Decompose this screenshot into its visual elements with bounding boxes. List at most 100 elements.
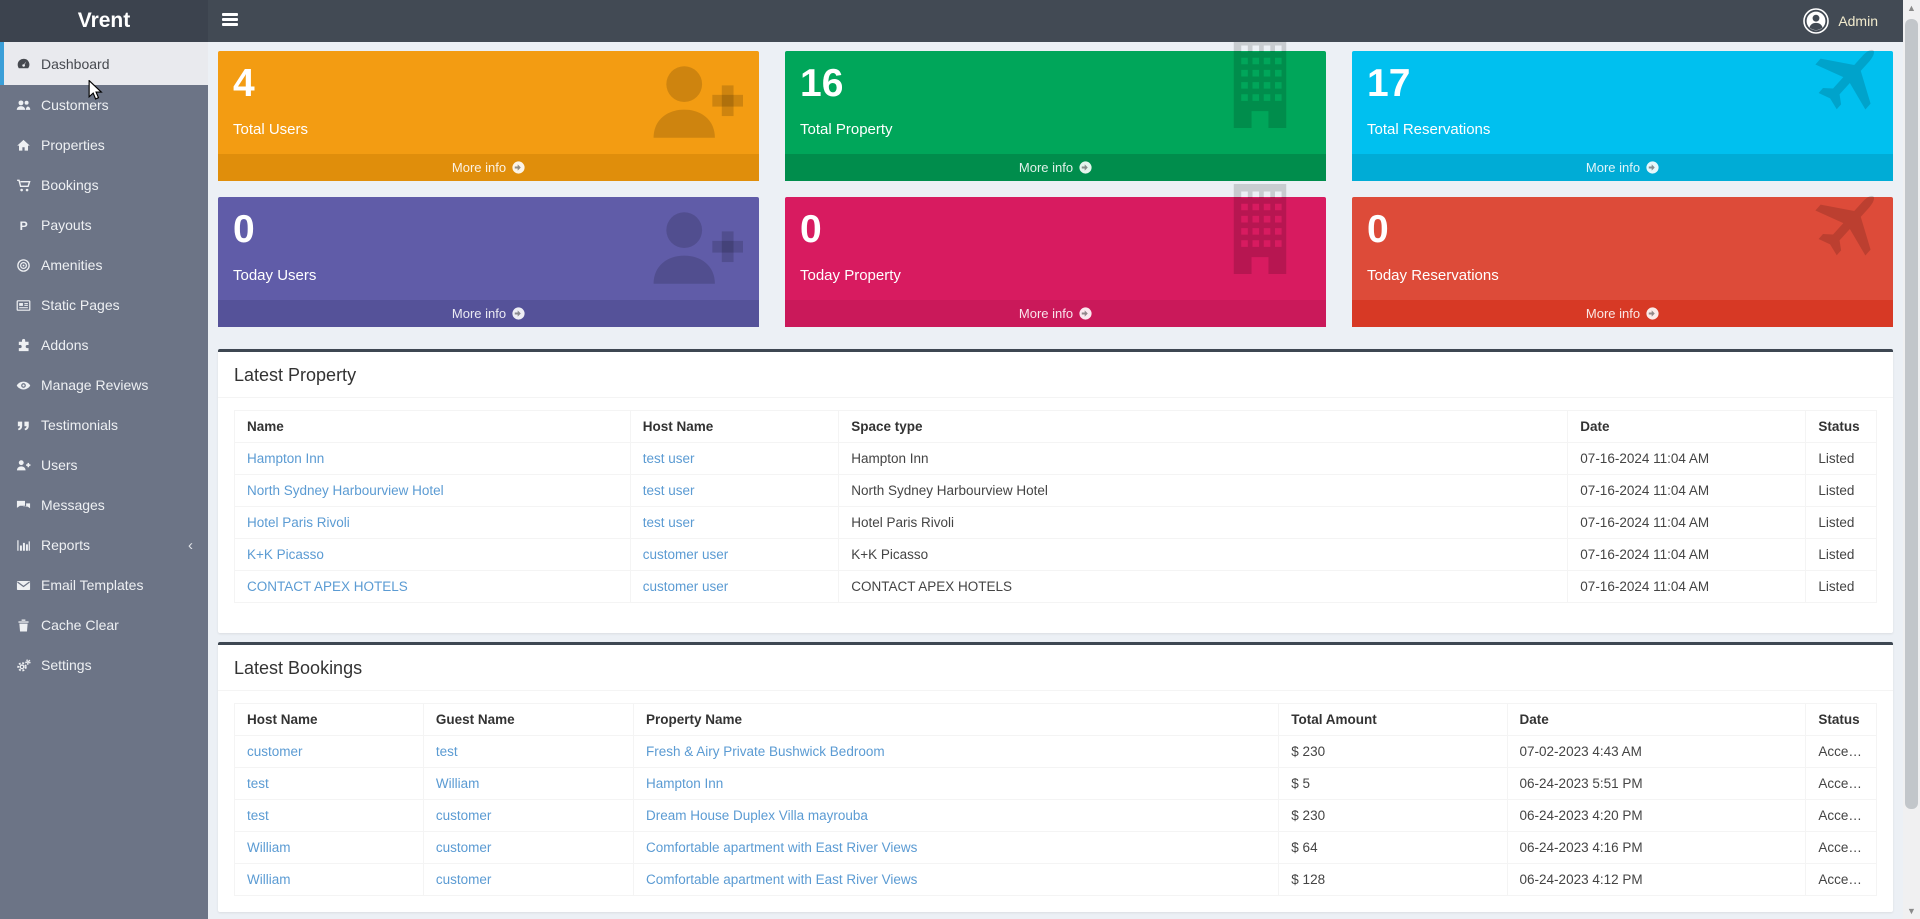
more-info-link[interactable]: More info — [218, 154, 759, 181]
property-name-link[interactable]: Hampton Inn — [646, 776, 724, 791]
sidebar-item-users[interactable]: Users — [0, 445, 208, 485]
space-type-cell: CONTACT APEX HOTELS — [838, 570, 1569, 603]
column-header: Date — [1567, 410, 1807, 443]
host-name-link[interactable]: test — [247, 776, 269, 791]
property-name-link[interactable]: Hotel Paris Rivoli — [247, 515, 350, 530]
sidebar-item-manage-reviews[interactable]: Manage Reviews — [0, 365, 208, 405]
comments-icon — [15, 497, 32, 513]
sidebar-item-label: Properties — [41, 137, 105, 153]
column-header: Name — [234, 410, 631, 443]
status-cell: Listed — [1805, 442, 1877, 475]
property-name-link[interactable]: Comfortable apartment with East River Vi… — [646, 872, 918, 887]
property-name-link[interactable]: Hampton Inn — [247, 451, 325, 466]
latest-bookings-panel: Latest Bookings Host Name Guest Name Pro… — [218, 642, 1893, 912]
column-header: Property Name — [632, 703, 1280, 736]
scroll-down-arrow-icon[interactable]: ▼ — [1907, 906, 1916, 916]
sidebar-toggle-button[interactable] — [222, 13, 238, 27]
bar-chart-icon — [15, 537, 32, 553]
table-row: Hotel Paris Rivoli test user Hotel Paris… — [234, 506, 1877, 539]
guest-name-link[interactable]: William — [435, 776, 480, 791]
page-scrollbar[interactable]: ▲ ▼ — [1903, 0, 1920, 919]
host-name-link[interactable]: William — [247, 872, 291, 887]
space-type-cell: Hampton Inn — [838, 442, 1569, 475]
sidebar-item-customers[interactable]: Customers — [0, 85, 208, 125]
panel-header: Latest Property — [218, 352, 1893, 398]
building-icon — [1228, 184, 1292, 279]
sidebar-item-bookings[interactable]: Bookings — [0, 165, 208, 205]
more-info-link[interactable]: More info — [218, 300, 759, 327]
more-info-link[interactable]: More info — [1352, 300, 1893, 327]
host-name-link[interactable]: customer user — [642, 547, 729, 562]
status-cell: Accepted — [1805, 767, 1877, 800]
more-info-link[interactable]: More info — [785, 300, 1326, 327]
gears-icon — [15, 657, 32, 673]
host-name-link[interactable]: test user — [642, 483, 695, 498]
sidebar-item-settings[interactable]: Settings — [0, 645, 208, 685]
property-name-link[interactable]: Comfortable apartment with East River Vi… — [646, 840, 918, 855]
stat-value: 4 — [233, 62, 255, 105]
sidebar-item-label: Cache Clear — [41, 617, 119, 633]
sidebar-item-messages[interactable]: Messages — [0, 485, 208, 525]
table-row: Hampton Inn test user Hampton Inn 07-16-… — [234, 442, 1877, 475]
sidebar-item-static-pages[interactable]: Static Pages — [0, 285, 208, 325]
date-cell: 07-16-2024 11:04 AM — [1567, 442, 1807, 475]
panel-header: Latest Bookings — [218, 645, 1893, 691]
host-name-link[interactable]: test — [247, 808, 269, 823]
property-name-link[interactable]: Dream House Duplex Villa mayrouba — [646, 808, 868, 823]
stat-value: 0 — [233, 208, 255, 251]
user-name: Admin — [1838, 13, 1878, 29]
property-name-link[interactable]: North Sydney Harbourview Hotel — [247, 483, 444, 498]
stat-label: Total Reservations — [1367, 121, 1491, 138]
host-name-link[interactable]: test user — [642, 451, 695, 466]
host-name-link[interactable]: customer — [247, 744, 303, 759]
sidebar-item-properties[interactable]: Properties — [0, 125, 208, 165]
eye-icon — [15, 377, 32, 393]
brand-logo[interactable]: Vrent — [0, 0, 208, 42]
scroll-up-arrow-icon[interactable]: ▲ — [1907, 3, 1916, 13]
scrollbar-thumb[interactable] — [1905, 19, 1918, 809]
date-cell: 07-02-2023 4:43 AM — [1506, 735, 1807, 768]
more-info-link[interactable]: More info — [785, 154, 1326, 181]
stat-value: 0 — [800, 208, 822, 251]
sidebar-item-amenities[interactable]: Amenities — [0, 245, 208, 285]
user-menu[interactable]: Admin — [1803, 0, 1878, 42]
more-info-label: More info — [451, 160, 507, 175]
more-info-label: More info — [1585, 306, 1641, 321]
guest-name-link[interactable]: customer — [435, 840, 492, 855]
more-info-label: More info — [1585, 160, 1641, 175]
status-cell: Accepted — [1805, 799, 1877, 832]
cart-icon — [15, 177, 32, 193]
sidebar-item-testimonials[interactable]: Testimonials — [0, 405, 208, 445]
table-header-row: Host Name Guest Name Property Name Total… — [234, 703, 1877, 736]
arrow-circle-right-icon — [1079, 307, 1092, 320]
guest-name-link[interactable]: customer — [435, 872, 492, 887]
stat-value: 17 — [1367, 62, 1411, 105]
sidebar-item-label: Payouts — [41, 217, 92, 233]
building-icon — [1228, 38, 1292, 133]
column-header: Guest Name — [422, 703, 635, 736]
sidebar-nav: Dashboard Customers Properties Bookings … — [0, 42, 208, 919]
property-name-link[interactable]: Fresh & Airy Private Bushwick Bedroom — [646, 744, 885, 759]
host-name-link[interactable]: William — [247, 840, 291, 855]
sidebar-item-email-templates[interactable]: Email Templates — [0, 565, 208, 605]
sidebar-item-dashboard[interactable]: Dashboard — [0, 42, 208, 85]
column-header: Total Amount — [1278, 703, 1508, 736]
guest-name-link[interactable]: customer — [435, 808, 492, 823]
sidebar-item-reports[interactable]: Reports ‹ — [0, 525, 208, 565]
sidebar-item-payouts[interactable]: P Payouts — [0, 205, 208, 245]
guest-name-link[interactable]: test — [435, 744, 458, 759]
sidebar-item-label: Email Templates — [41, 577, 144, 593]
status-cell: Accepted — [1805, 863, 1877, 896]
property-name-link[interactable]: K+K Picasso — [247, 547, 324, 562]
host-name-link[interactable]: test user — [642, 515, 695, 530]
top-navbar: Vrent Admin — [0, 0, 1920, 42]
sidebar-item-addons[interactable]: Addons — [0, 325, 208, 365]
property-name-link[interactable]: CONTACT APEX HOTELS — [247, 579, 408, 594]
host-name-link[interactable]: customer user — [642, 579, 729, 594]
sidebar-item-label: Users — [41, 457, 78, 473]
more-info-link[interactable]: More info — [1352, 154, 1893, 181]
sidebar-item-cache-clear[interactable]: Cache Clear — [0, 605, 208, 645]
arrow-circle-right-icon — [1079, 161, 1092, 174]
status-cell: Listed — [1805, 506, 1877, 539]
column-header: Host Name — [234, 703, 424, 736]
